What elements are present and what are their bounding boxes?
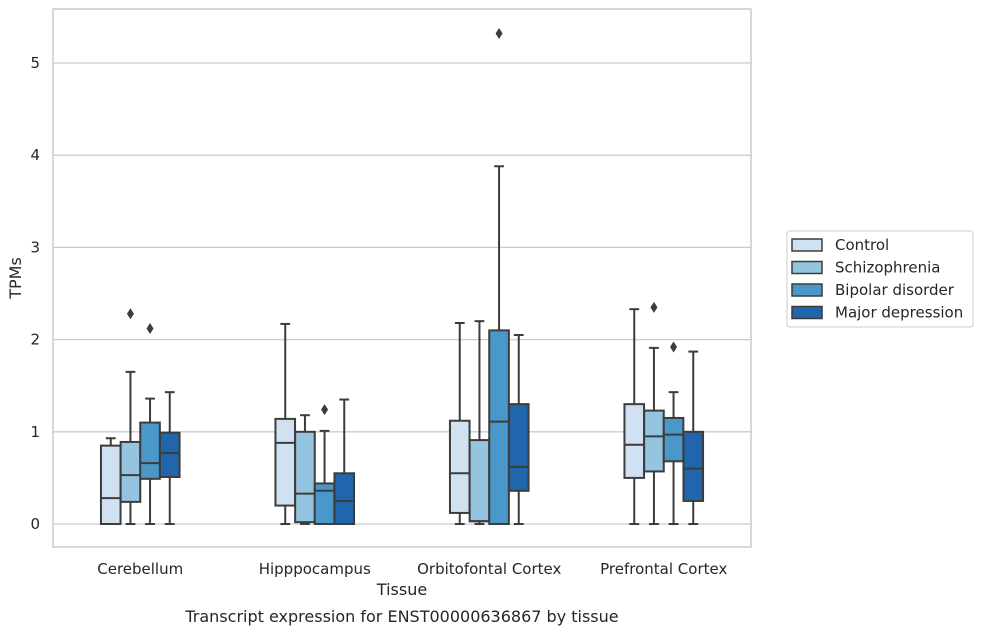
legend-label: Schizophrenia xyxy=(835,259,940,277)
x-tick-label: Prefrontal Cortex xyxy=(600,560,727,578)
legend-swatch xyxy=(791,238,823,252)
y-tick-label: 5 xyxy=(30,54,40,72)
box-iqr xyxy=(99,444,122,526)
box-control xyxy=(623,308,646,525)
box-bipolar-disorder xyxy=(139,323,161,525)
y-tick-label: 2 xyxy=(30,331,40,349)
x-tick-label: Orbitofontal Cortex xyxy=(417,560,561,578)
box-schizophrenia xyxy=(294,414,316,525)
y-tick-label: 1 xyxy=(30,423,40,441)
box-bipolar-disorder xyxy=(313,404,336,526)
box-iqr xyxy=(623,403,646,479)
box-bipolar-disorder xyxy=(488,27,510,525)
outlier-point xyxy=(670,341,678,353)
box-major-depression xyxy=(333,398,356,526)
box-iqr xyxy=(119,440,142,503)
legend-swatch xyxy=(791,260,823,275)
legend-swatch xyxy=(791,283,823,297)
outlier-point xyxy=(146,323,154,335)
legend-label: Major depression xyxy=(835,304,963,322)
y-tick-label: 3 xyxy=(30,238,40,256)
box-layer xyxy=(99,27,705,526)
box-iqr xyxy=(662,416,685,463)
box-major-depression xyxy=(507,333,530,525)
box-iqr xyxy=(643,409,665,473)
legend: Control Schizophrenia Bipolar disorder Majo… xyxy=(786,230,974,328)
y-tick-label: 0 xyxy=(30,515,40,533)
box-schizophrenia xyxy=(643,301,665,525)
outlier-point xyxy=(321,404,329,416)
legend-label: Bipolar disorder xyxy=(835,281,955,299)
plot-frame xyxy=(52,8,752,548)
box-control xyxy=(99,437,122,526)
box-iqr xyxy=(507,403,530,492)
box-control xyxy=(448,322,471,525)
x-axis-label: Tissue xyxy=(376,580,427,599)
outlier-point xyxy=(495,27,503,39)
x-tick-label: Hipppocampus xyxy=(259,560,371,578)
legend-label: Control xyxy=(835,236,889,254)
box-iqr xyxy=(448,419,471,514)
outlier-point xyxy=(650,301,658,313)
x-tick-label: Cerebellum xyxy=(97,560,183,578)
box-iqr xyxy=(274,417,297,507)
legend-swatch xyxy=(791,305,823,320)
outlier-point xyxy=(126,308,134,320)
box-schizophrenia xyxy=(119,308,142,525)
y-tick-label: 4 xyxy=(30,146,40,164)
y-axis-label: TPMs xyxy=(6,257,25,300)
box-iqr xyxy=(294,430,316,524)
box-bipolar-disorder xyxy=(662,341,685,525)
box-iqr xyxy=(313,482,336,526)
box-iqr xyxy=(139,421,161,480)
box-iqr xyxy=(158,431,181,478)
tick-layer: 0 1 2 3 4 5 Cerebellum Hipppocampus Orbitofontal… xyxy=(30,54,727,578)
legend-frame xyxy=(786,230,974,328)
box-iqr xyxy=(488,329,510,525)
chart-caption: Transcript expression for ENST0000063686… xyxy=(184,607,618,626)
box-major-depression xyxy=(682,350,705,525)
box-iqr xyxy=(682,430,705,502)
box-iqr xyxy=(333,472,356,526)
box-major-depression xyxy=(158,391,181,525)
box-iqr xyxy=(468,439,491,523)
box-schizophrenia xyxy=(468,320,491,525)
box-control xyxy=(274,322,297,525)
